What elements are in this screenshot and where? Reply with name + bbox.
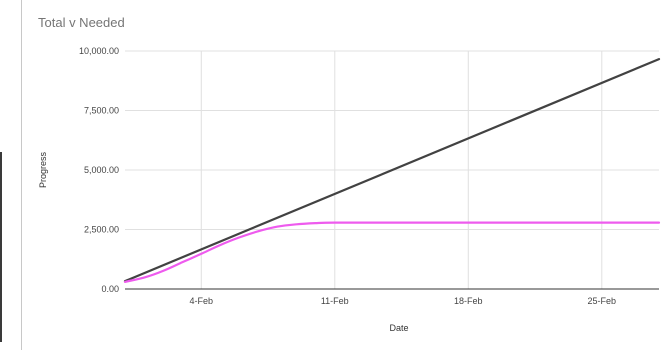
y-axis-title: Progress	[38, 151, 48, 188]
x-axis-ticks: 4-Feb 11-Feb 18-Feb 25-Feb	[190, 296, 617, 306]
series-lines	[123, 58, 661, 283]
y-axis-ticks: 0.00 2,500.00 5,000.00 7,500.00 10,000.00	[79, 46, 119, 294]
y-tick-label: 5,000.00	[84, 165, 119, 175]
x-tick-label: 11-Feb	[321, 296, 349, 306]
series-line-1	[123, 58, 661, 283]
x-axis-title: Date	[389, 323, 408, 333]
y-tick-label: 2,500.00	[84, 225, 119, 235]
chart-title: Total v Needed	[38, 15, 125, 30]
series-line-2	[123, 221, 661, 283]
y-tick-label: 7,500.00	[84, 106, 119, 116]
x-tick-label: 4-Feb	[190, 296, 214, 306]
grid-lines	[125, 50, 659, 290]
y-tick-label: 0.00	[101, 284, 119, 294]
y-tick-label: 10,000.00	[79, 46, 119, 56]
left-edge-bar	[0, 152, 2, 342]
panel-divider	[21, 0, 22, 350]
x-tick-label: 25-Feb	[588, 296, 617, 306]
x-tick-label: 18-Feb	[454, 296, 483, 306]
